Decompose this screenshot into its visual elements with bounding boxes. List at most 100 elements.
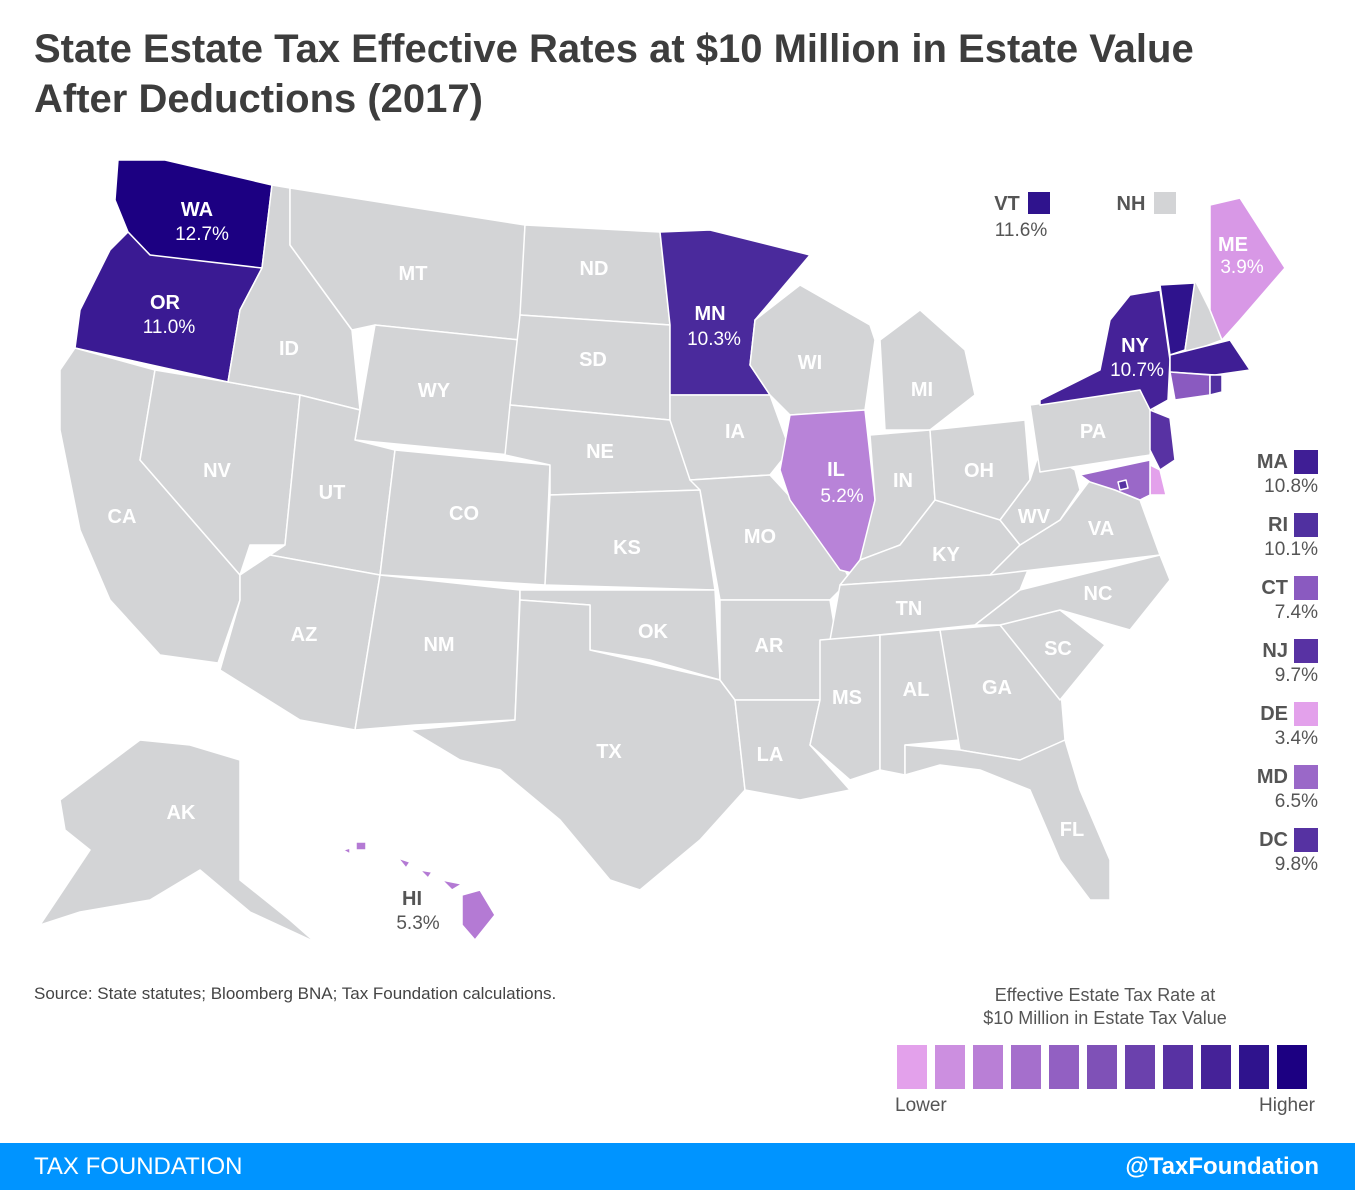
legend-swatch-5	[1049, 1045, 1079, 1089]
side-label: RI	[1268, 513, 1288, 536]
side-item-ma: MA 10.8%	[1257, 450, 1318, 498]
state-mi[interactable]	[879, 309, 976, 431]
side-item-md: MD 6.5%	[1257, 765, 1318, 813]
swatch	[1294, 828, 1318, 852]
legend-title: Effective Estate Tax Rate at $10 Million…	[895, 984, 1315, 1030]
label-me: ME	[1218, 234, 1248, 256]
state-tx[interactable]	[409, 599, 746, 891]
state-dc[interactable]	[1117, 479, 1129, 491]
legend-swatch-8	[1163, 1045, 1193, 1089]
state-labels: WA 12.7% OR 11.0% MN 10.3% NY 10.7% IL 5…	[108, 193, 1264, 934]
state-wv[interactable]	[999, 449, 1081, 546]
label-la: LA	[757, 744, 784, 766]
label-wi: WI	[798, 352, 822, 374]
label-pa: PA	[1080, 421, 1106, 443]
us-map: WA 12.7% OR 11.0% MN 10.3% NY 10.7% IL 5…	[39, 159, 1286, 943]
label-fl: FL	[1060, 819, 1084, 841]
label-ky: KY	[932, 544, 960, 566]
label-ia: IA	[725, 421, 745, 443]
color-legend: Effective Estate Tax Rate at $10 Million…	[895, 984, 1315, 1117]
source-note: Source: State statutes; Bloomberg BNA; T…	[34, 984, 557, 1003]
side-label: DE	[1260, 702, 1288, 725]
label-hi: HI	[402, 888, 422, 910]
state-ct[interactable]	[1169, 371, 1211, 401]
label-mn: MN	[694, 303, 725, 325]
legend-swatch-2	[935, 1045, 965, 1089]
label-nc: NC	[1084, 583, 1113, 605]
vt-swatch	[1028, 192, 1050, 214]
label-tx: TX	[596, 741, 622, 763]
label-mi: MI	[911, 379, 933, 401]
swatch	[1294, 576, 1318, 600]
label-sc: SC	[1044, 638, 1072, 660]
label-mo: MO	[744, 526, 776, 548]
state-nc[interactable]	[974, 554, 1171, 631]
label-ny: NY	[1121, 335, 1149, 357]
legend-title-line1: Effective Estate Tax Rate at	[994, 985, 1216, 1005]
state-nj[interactable]	[1149, 409, 1176, 471]
label-il: IL	[827, 459, 845, 481]
footer-brand: TAX FOUNDATION	[34, 1153, 243, 1180]
label-or: OR	[150, 292, 181, 314]
rate-il: 5.2%	[820, 486, 863, 507]
label-ca: CA	[108, 506, 137, 528]
state-md[interactable]	[1079, 459, 1151, 501]
rate-me: 3.9%	[1220, 257, 1263, 278]
legend-low-label: Lower	[895, 1095, 947, 1116]
rate-or: 11.0%	[143, 317, 196, 338]
side-item-ri: RI 10.1%	[1264, 513, 1318, 561]
side-rate: 9.7%	[1274, 665, 1318, 686]
state-ma[interactable]	[1169, 339, 1251, 376]
label-wv: WV	[1018, 506, 1051, 528]
legend-swatch-4	[1011, 1045, 1041, 1089]
label-vt: VT	[994, 193, 1020, 215]
state-ri[interactable]	[1209, 374, 1223, 396]
state-ny[interactable]	[1039, 289, 1171, 411]
legend-swatches	[897, 1045, 1315, 1089]
page-title: State Estate Tax Effective Rates at $10 …	[34, 27, 1194, 121]
legend-swatch-6	[1087, 1045, 1117, 1089]
label-ar: AR	[755, 635, 784, 657]
label-ms: MS	[832, 687, 862, 709]
rate-wa: 12.7%	[175, 224, 229, 245]
label-ga: GA	[982, 677, 1012, 699]
side-rate: 10.1%	[1264, 539, 1318, 560]
side-item-de: DE 3.4%	[1260, 702, 1318, 750]
label-va: VA	[1088, 518, 1114, 540]
label-wy: WY	[418, 380, 451, 402]
legend-swatch-10	[1239, 1045, 1269, 1089]
footer-handle[interactable]: @TaxFoundation	[1125, 1153, 1319, 1180]
state-nm[interactable]	[354, 574, 521, 731]
legend-swatch-11	[1277, 1045, 1307, 1089]
side-item-nj: NJ 9.7%	[1262, 639, 1318, 687]
state-me[interactable]	[1209, 197, 1286, 341]
state-hi[interactable]	[342, 841, 496, 941]
side-label: NJ	[1262, 639, 1288, 662]
side-label: CT	[1261, 576, 1288, 599]
side-label: MD	[1256, 765, 1288, 788]
nh-swatch	[1154, 192, 1176, 214]
side-rate: 9.8%	[1274, 854, 1318, 875]
label-wa: WA	[181, 199, 213, 221]
label-al: AL	[903, 679, 930, 701]
label-nv: NV	[203, 460, 231, 482]
swatch	[1294, 702, 1318, 726]
state-fl[interactable]	[904, 739, 1111, 901]
state-de[interactable]	[1149, 464, 1167, 496]
label-nm: NM	[423, 634, 454, 656]
side-rate: 7.4%	[1274, 602, 1318, 623]
legend-swatch-9	[1201, 1045, 1231, 1089]
label-oh: OH	[964, 460, 994, 482]
swatch	[1294, 639, 1318, 663]
state-ak[interactable]	[39, 739, 316, 943]
label-co: CO	[449, 503, 479, 525]
rate-mn: 10.3%	[687, 329, 741, 350]
swatch	[1294, 513, 1318, 537]
label-tn: TN	[896, 598, 923, 620]
label-id: ID	[279, 338, 299, 360]
side-rate: 3.4%	[1274, 728, 1318, 749]
label-in: IN	[893, 470, 913, 492]
side-rate: 10.8%	[1264, 476, 1318, 497]
swatch	[1294, 450, 1318, 474]
label-ok: OK	[638, 621, 669, 643]
